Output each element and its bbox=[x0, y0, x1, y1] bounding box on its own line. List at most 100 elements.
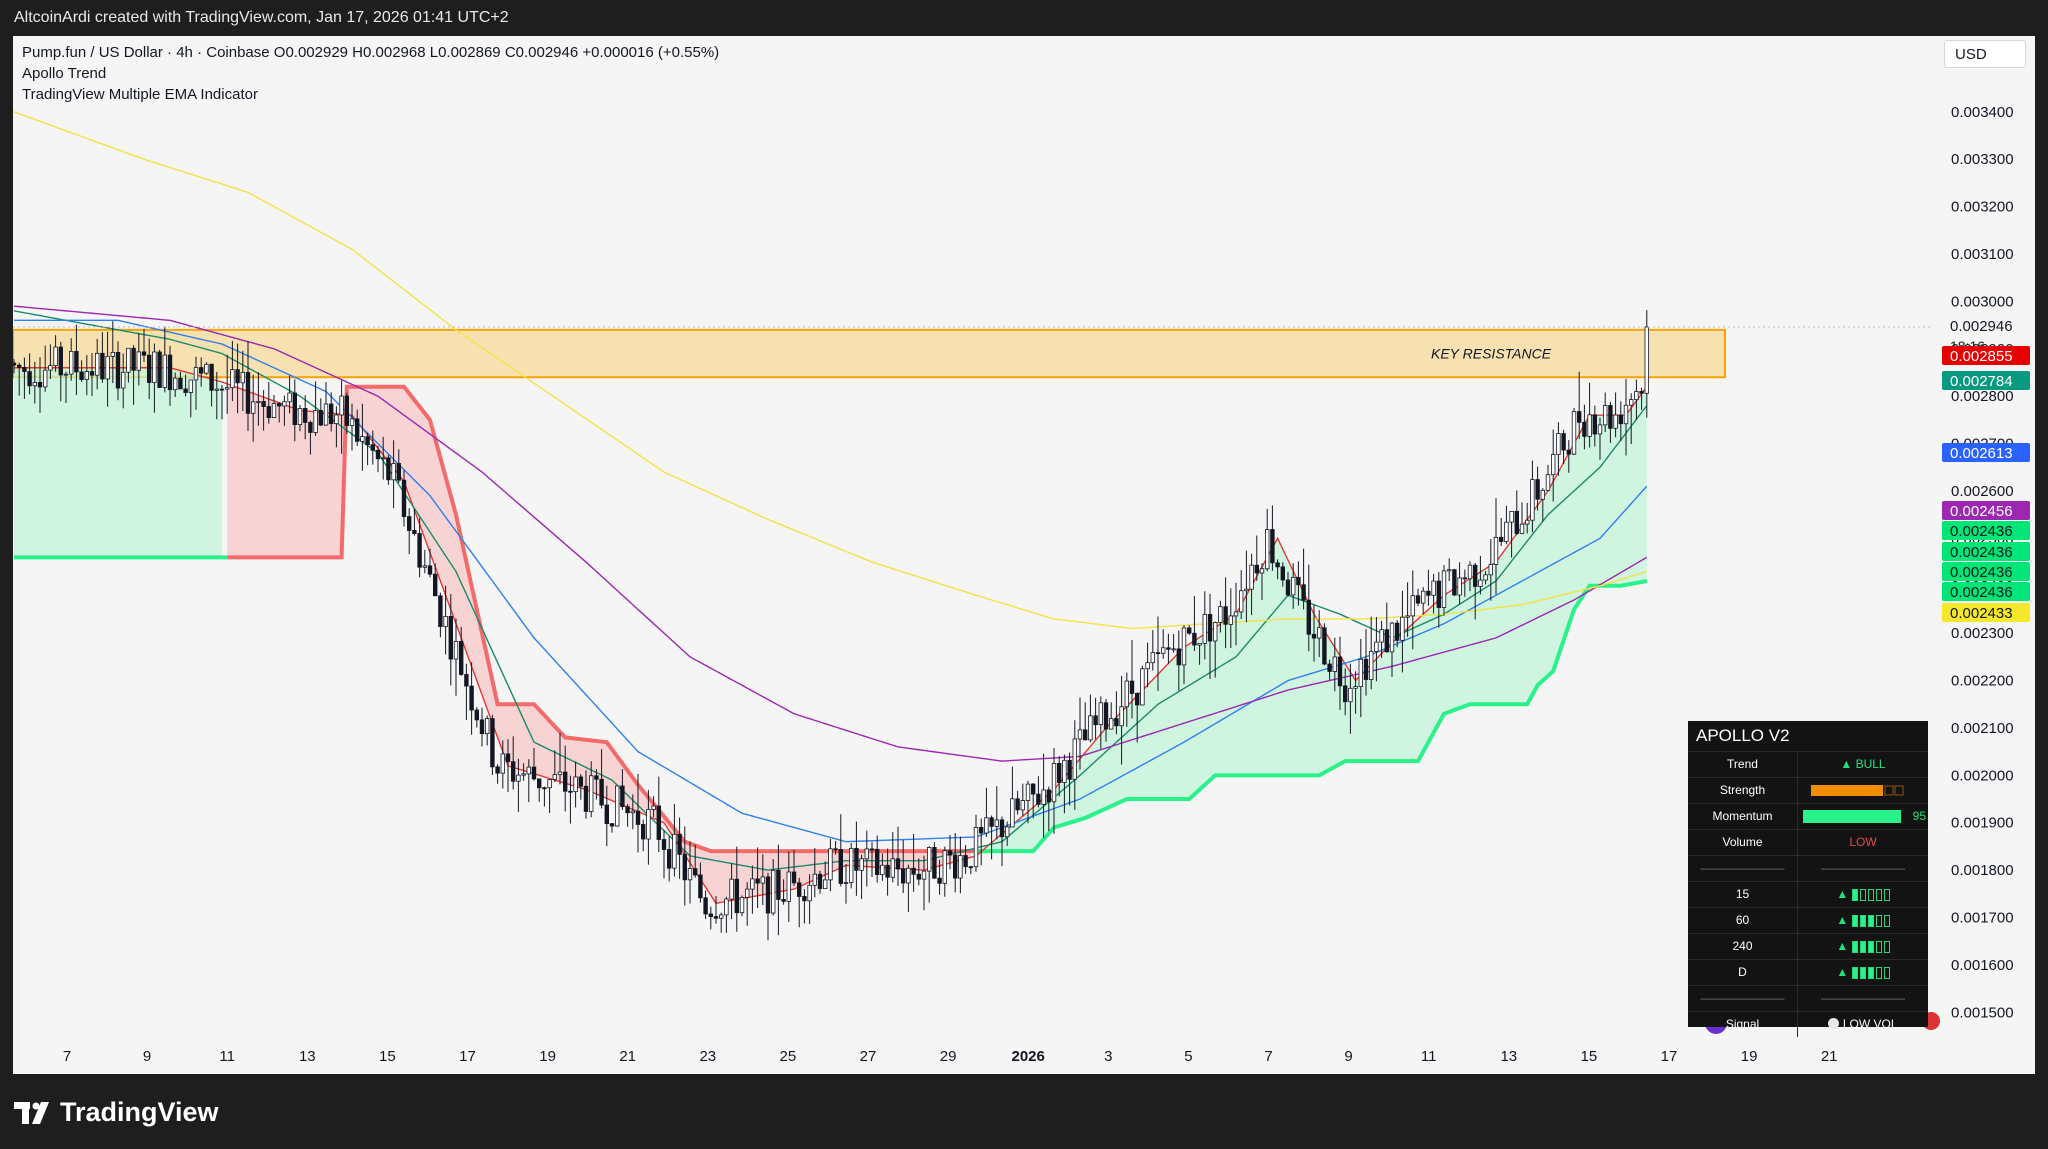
candle-body bbox=[1571, 411, 1577, 455]
candle-body bbox=[661, 839, 667, 850]
candle-body bbox=[963, 855, 968, 868]
divider-label: ——————— bbox=[1688, 856, 1798, 881]
candle-body bbox=[1545, 474, 1551, 491]
candle-body bbox=[1077, 729, 1083, 740]
candle-body bbox=[916, 873, 921, 880]
candle-body bbox=[542, 787, 547, 790]
row-label: 60 bbox=[1688, 908, 1798, 933]
indicator-apollo-trend[interactable]: Apollo Trend bbox=[22, 65, 107, 82]
candle-body bbox=[1296, 576, 1301, 586]
candle-body bbox=[479, 719, 485, 734]
candle-body bbox=[427, 565, 433, 575]
candle-body bbox=[1597, 424, 1603, 435]
divider-value: ——————— bbox=[1821, 861, 1905, 875]
candle-body bbox=[1129, 680, 1135, 694]
candle-body bbox=[1493, 536, 1499, 565]
candle-body bbox=[1566, 449, 1571, 455]
candle-body bbox=[1244, 588, 1249, 592]
candle-body bbox=[1353, 686, 1358, 689]
candle-body bbox=[703, 897, 708, 915]
candle-body bbox=[282, 401, 287, 407]
price-label-bg bbox=[1942, 501, 2030, 520]
candle-body bbox=[812, 873, 817, 886]
candle-body bbox=[1031, 783, 1036, 795]
candle-body bbox=[339, 395, 344, 416]
apollo-row-volume: Volume LOW bbox=[1688, 830, 1928, 856]
candle-body bbox=[152, 351, 157, 383]
candle-body bbox=[214, 388, 219, 391]
candle-body bbox=[432, 573, 438, 597]
y-tick-label: 0.001700 bbox=[1951, 910, 2014, 927]
candle-body bbox=[115, 351, 121, 389]
currency-selector[interactable]: USD bbox=[1944, 40, 2026, 68]
candle-body bbox=[1041, 789, 1046, 805]
candle-body bbox=[1639, 391, 1644, 394]
symbol-line[interactable]: Pump.fun / US Dollar · 4h · Coinbase O0.… bbox=[22, 44, 720, 61]
candle-body bbox=[1311, 633, 1317, 639]
candle-body bbox=[760, 876, 765, 884]
apollo-title: APOLLO V2 bbox=[1688, 721, 1928, 752]
candle-body bbox=[1093, 715, 1098, 726]
price-label: 0.002436 bbox=[1950, 564, 2013, 581]
candle-body bbox=[323, 403, 329, 426]
candle-body bbox=[484, 718, 490, 734]
y-tick-label: 0.003200 bbox=[1951, 199, 2014, 216]
tradingview-logo-icon bbox=[14, 1101, 49, 1124]
up-arrow-icon: ▲ bbox=[1836, 965, 1849, 979]
up-arrow-icon: ▲ bbox=[1836, 887, 1849, 901]
candle-body bbox=[297, 408, 303, 425]
candle-body bbox=[1218, 606, 1223, 623]
candle-body bbox=[1197, 642, 1202, 646]
candle-body bbox=[1348, 687, 1353, 703]
x-tick-label: 2026 bbox=[1012, 1048, 1045, 1065]
candle-body bbox=[334, 414, 339, 425]
chart-area[interactable]: 0.003400 0.003300 0.003200 0.003100 0.003000… bbox=[13, 36, 2035, 1074]
candle-body bbox=[100, 352, 105, 380]
candle-body bbox=[1317, 627, 1322, 639]
attribution-text: AltcoinArdi created with TradingView.com… bbox=[14, 9, 509, 26]
candle-body bbox=[859, 858, 864, 871]
candle-body bbox=[687, 868, 693, 881]
indicator-ema[interactable]: TradingView Multiple EMA Indicator bbox=[22, 86, 258, 103]
candle-body bbox=[1285, 579, 1291, 596]
tradingview-logo[interactable]: TradingView bbox=[14, 1097, 219, 1128]
candle-body bbox=[380, 457, 386, 460]
price-label: 0.002784 bbox=[1950, 373, 2013, 390]
candle-body bbox=[1332, 656, 1337, 672]
candle-body bbox=[474, 709, 479, 721]
candle-body bbox=[37, 381, 43, 388]
candle-body bbox=[1166, 647, 1171, 650]
candle-body bbox=[1155, 652, 1161, 655]
candle-body bbox=[1535, 479, 1540, 500]
candle-body bbox=[573, 776, 578, 793]
candle-body bbox=[204, 363, 209, 374]
candle-body bbox=[17, 364, 22, 368]
candle-body bbox=[911, 867, 916, 875]
candle-body bbox=[531, 766, 537, 780]
candle-body bbox=[745, 888, 750, 898]
tf-indicator: ▲ bbox=[1798, 960, 1928, 985]
candle-body bbox=[791, 871, 797, 884]
candle-body bbox=[521, 773, 526, 776]
y-tick-label: 0.002800 bbox=[1951, 388, 2014, 405]
candle-body bbox=[1051, 763, 1057, 803]
candle-body bbox=[1015, 798, 1020, 811]
candle-body bbox=[1025, 783, 1031, 801]
x-tick-label: 7 bbox=[63, 1048, 71, 1065]
candle-body bbox=[1067, 759, 1072, 780]
candle-body bbox=[1270, 529, 1275, 564]
candle-body bbox=[240, 372, 245, 384]
x-tick-label: 11 bbox=[219, 1048, 235, 1065]
candle-body bbox=[698, 874, 703, 899]
candle-body bbox=[318, 410, 323, 426]
candle-body bbox=[1306, 599, 1311, 635]
price-chart[interactable]: 0.003400 0.003300 0.003200 0.003100 0.003000… bbox=[13, 36, 2035, 1074]
candle-body bbox=[1249, 564, 1254, 590]
candle-body bbox=[599, 778, 604, 806]
candle-body bbox=[1488, 564, 1493, 576]
candle-body bbox=[604, 804, 609, 825]
attribution-bar: AltcoinArdi created with TradingView.com… bbox=[0, 0, 2048, 36]
candle-body bbox=[854, 847, 859, 871]
divider-value: ——————— bbox=[1821, 991, 1905, 1005]
candle-body bbox=[1483, 574, 1488, 581]
